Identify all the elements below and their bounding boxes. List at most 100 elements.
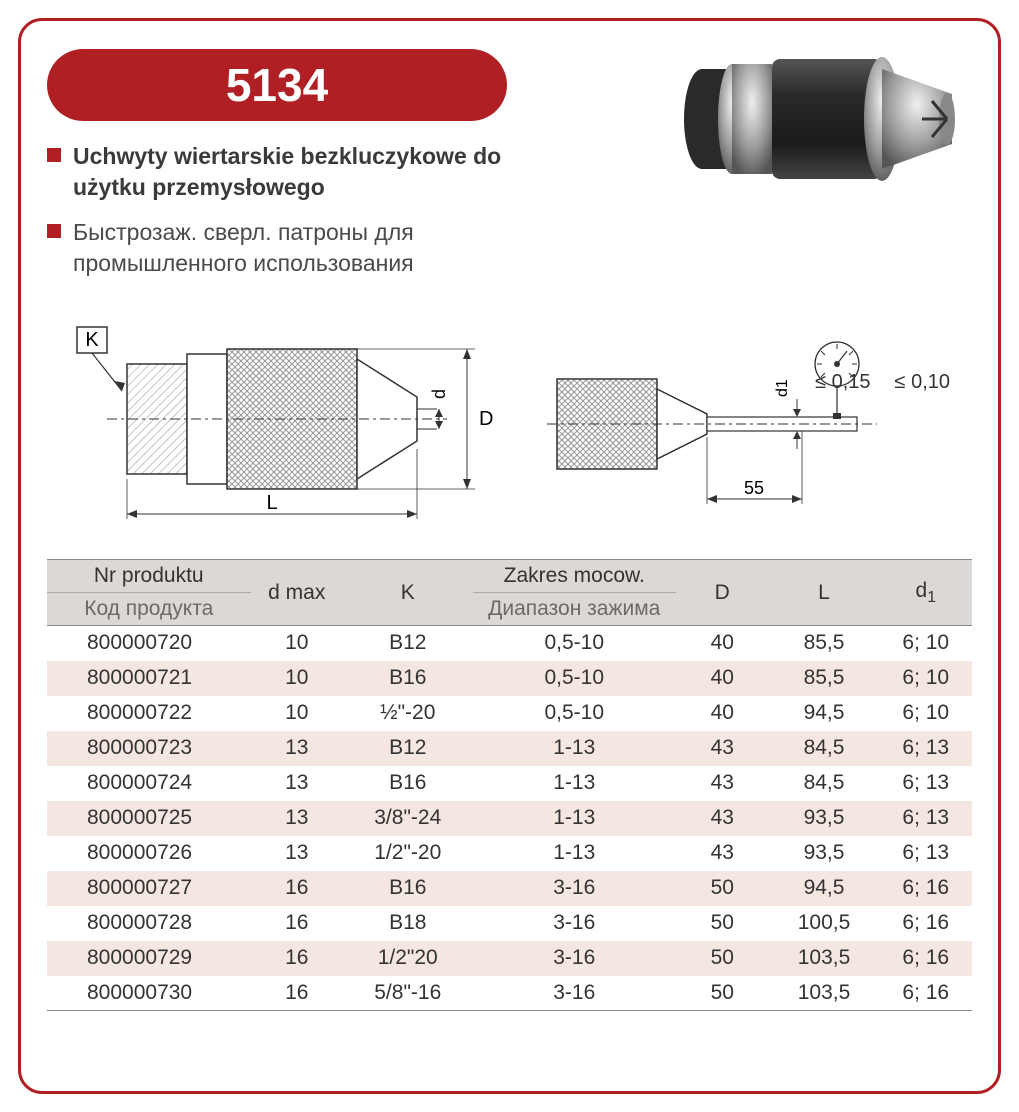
th-K: K	[343, 560, 473, 626]
th-d1: d1	[880, 560, 973, 626]
cell-d1: 6; 13	[880, 836, 973, 871]
th-code-ru: Код продукта	[47, 593, 251, 626]
top-row: 5134 Uchwyty wiertarskie bezkluczykowe d…	[47, 49, 972, 293]
cell-range: 3-16	[473, 976, 677, 1011]
product-number-badge: 5134	[47, 49, 507, 121]
cell-K: B16	[343, 766, 473, 801]
cell-d1: 6; 16	[880, 871, 973, 906]
cell-d1: 6; 16	[880, 906, 973, 941]
cell-K: 3/8"-24	[343, 801, 473, 836]
table-row: 800000726131/2"-201-134393,56; 13	[47, 836, 972, 871]
cell-code: 800000724	[47, 766, 251, 801]
cell-d1: 6; 16	[880, 976, 973, 1011]
left-col: 5134 Uchwyty wiertarskie bezkluczykowe d…	[47, 49, 567, 293]
cell-K: B12	[343, 731, 473, 766]
cell-range: 1-13	[473, 801, 677, 836]
bullet-icon	[47, 224, 61, 238]
cell-L: 93,5	[769, 801, 880, 836]
diagram-right-svg: d1 55	[547, 329, 947, 529]
table-row: 80000072716B163-165094,56; 16	[47, 871, 972, 906]
cell-L: 103,5	[769, 941, 880, 976]
desc-text-pl: Uchwyty wiertarskie bezkluczykowe do uży…	[73, 141, 567, 203]
diagram-left-svg: K D d	[67, 319, 507, 529]
th-range-pl: Zakres mocow.	[473, 560, 677, 593]
cell-L: 85,5	[769, 661, 880, 696]
cell-K: B16	[343, 871, 473, 906]
th-code-pl: Nr produktu	[47, 560, 251, 593]
cell-code: 800000726	[47, 836, 251, 871]
cell-L: 103,5	[769, 976, 880, 1011]
label-D: D	[479, 408, 493, 430]
cell-dmax: 10	[251, 696, 344, 731]
product-photo	[672, 39, 972, 204]
th-D: D	[676, 560, 769, 626]
chuck-photo-svg	[672, 39, 972, 199]
tolerance-2: ≤ 0,10	[895, 371, 950, 394]
th-L: L	[769, 560, 880, 626]
cell-d1: 6; 16	[880, 941, 973, 976]
cell-D: 43	[676, 766, 769, 801]
cell-K: 1/2"-20	[343, 836, 473, 871]
table-row: 80000072210½"-200,5-104094,56; 10	[47, 696, 972, 731]
cell-d1: 6; 10	[880, 661, 973, 696]
th-dmax: d max	[251, 560, 344, 626]
cell-code: 800000725	[47, 801, 251, 836]
cell-dmax: 16	[251, 941, 344, 976]
cell-dmax: 13	[251, 766, 344, 801]
spec-table-body: 80000072010B120,5-104085,56; 10800000721…	[47, 626, 972, 1011]
cell-d1: 6; 10	[880, 696, 973, 731]
cell-D: 50	[676, 871, 769, 906]
cell-dmax: 10	[251, 661, 344, 696]
cell-L: 94,5	[769, 696, 880, 731]
description-ru: Быстрозаж. сверл. патроны для промышленн…	[47, 217, 567, 279]
spec-table: Nr produktu d max K Zakres mocow. D L d1…	[47, 559, 972, 1011]
cell-K: B16	[343, 661, 473, 696]
cell-D: 43	[676, 731, 769, 766]
cell-L: 93,5	[769, 836, 880, 871]
cell-dmax: 13	[251, 836, 344, 871]
cell-D: 40	[676, 661, 769, 696]
cell-dmax: 16	[251, 906, 344, 941]
cell-range: 0,5-10	[473, 626, 677, 661]
cell-D: 43	[676, 836, 769, 871]
catalog-card: 5134 Uchwyty wiertarskie bezkluczykowe d…	[18, 18, 1001, 1094]
cell-K: 1/2"20	[343, 941, 473, 976]
cell-code: 800000730	[47, 976, 251, 1011]
cell-D: 50	[676, 976, 769, 1011]
desc-text-ru: Быстрозаж. сверл. патроны для промышленн…	[73, 217, 567, 279]
cell-D: 40	[676, 696, 769, 731]
cell-code: 800000729	[47, 941, 251, 976]
label-K: K	[85, 329, 99, 351]
cell-L: 100,5	[769, 906, 880, 941]
table-row: 80000072110B160,5-104085,56; 10	[47, 661, 972, 696]
cell-d1: 6; 13	[880, 731, 973, 766]
cell-K: ½"-20	[343, 696, 473, 731]
cell-range: 3-16	[473, 871, 677, 906]
tolerance-1: ≤ 0,15	[815, 371, 870, 394]
label-d1: d1	[774, 379, 791, 397]
description-pl: Uchwyty wiertarskie bezkluczykowe do uży…	[47, 141, 567, 203]
cell-code: 800000727	[47, 871, 251, 906]
cell-K: B18	[343, 906, 473, 941]
table-row: 800000729161/2"203-1650103,56; 16	[47, 941, 972, 976]
cell-range: 3-16	[473, 941, 677, 976]
label-L: L	[266, 492, 277, 514]
tolerance-labels: ≤ 0,15 ≤ 0,10	[815, 371, 950, 394]
cell-L: 84,5	[769, 766, 880, 801]
cell-dmax: 13	[251, 731, 344, 766]
cell-L: 85,5	[769, 626, 880, 661]
cell-code: 800000723	[47, 731, 251, 766]
cell-K: B12	[343, 626, 473, 661]
spec-table-head: Nr produktu d max K Zakres mocow. D L d1…	[47, 560, 972, 626]
th-range-ru: Диапазон зажима	[473, 593, 677, 626]
cell-code: 800000728	[47, 906, 251, 941]
table-row: 80000072816B183-1650100,56; 16	[47, 906, 972, 941]
cell-d1: 6; 13	[880, 801, 973, 836]
label-d: d	[429, 389, 449, 399]
cell-range: 1-13	[473, 836, 677, 871]
cell-dmax: 13	[251, 801, 344, 836]
label-55: 55	[744, 478, 764, 498]
cell-code: 800000720	[47, 626, 251, 661]
cell-range: 1-13	[473, 731, 677, 766]
cell-D: 43	[676, 801, 769, 836]
